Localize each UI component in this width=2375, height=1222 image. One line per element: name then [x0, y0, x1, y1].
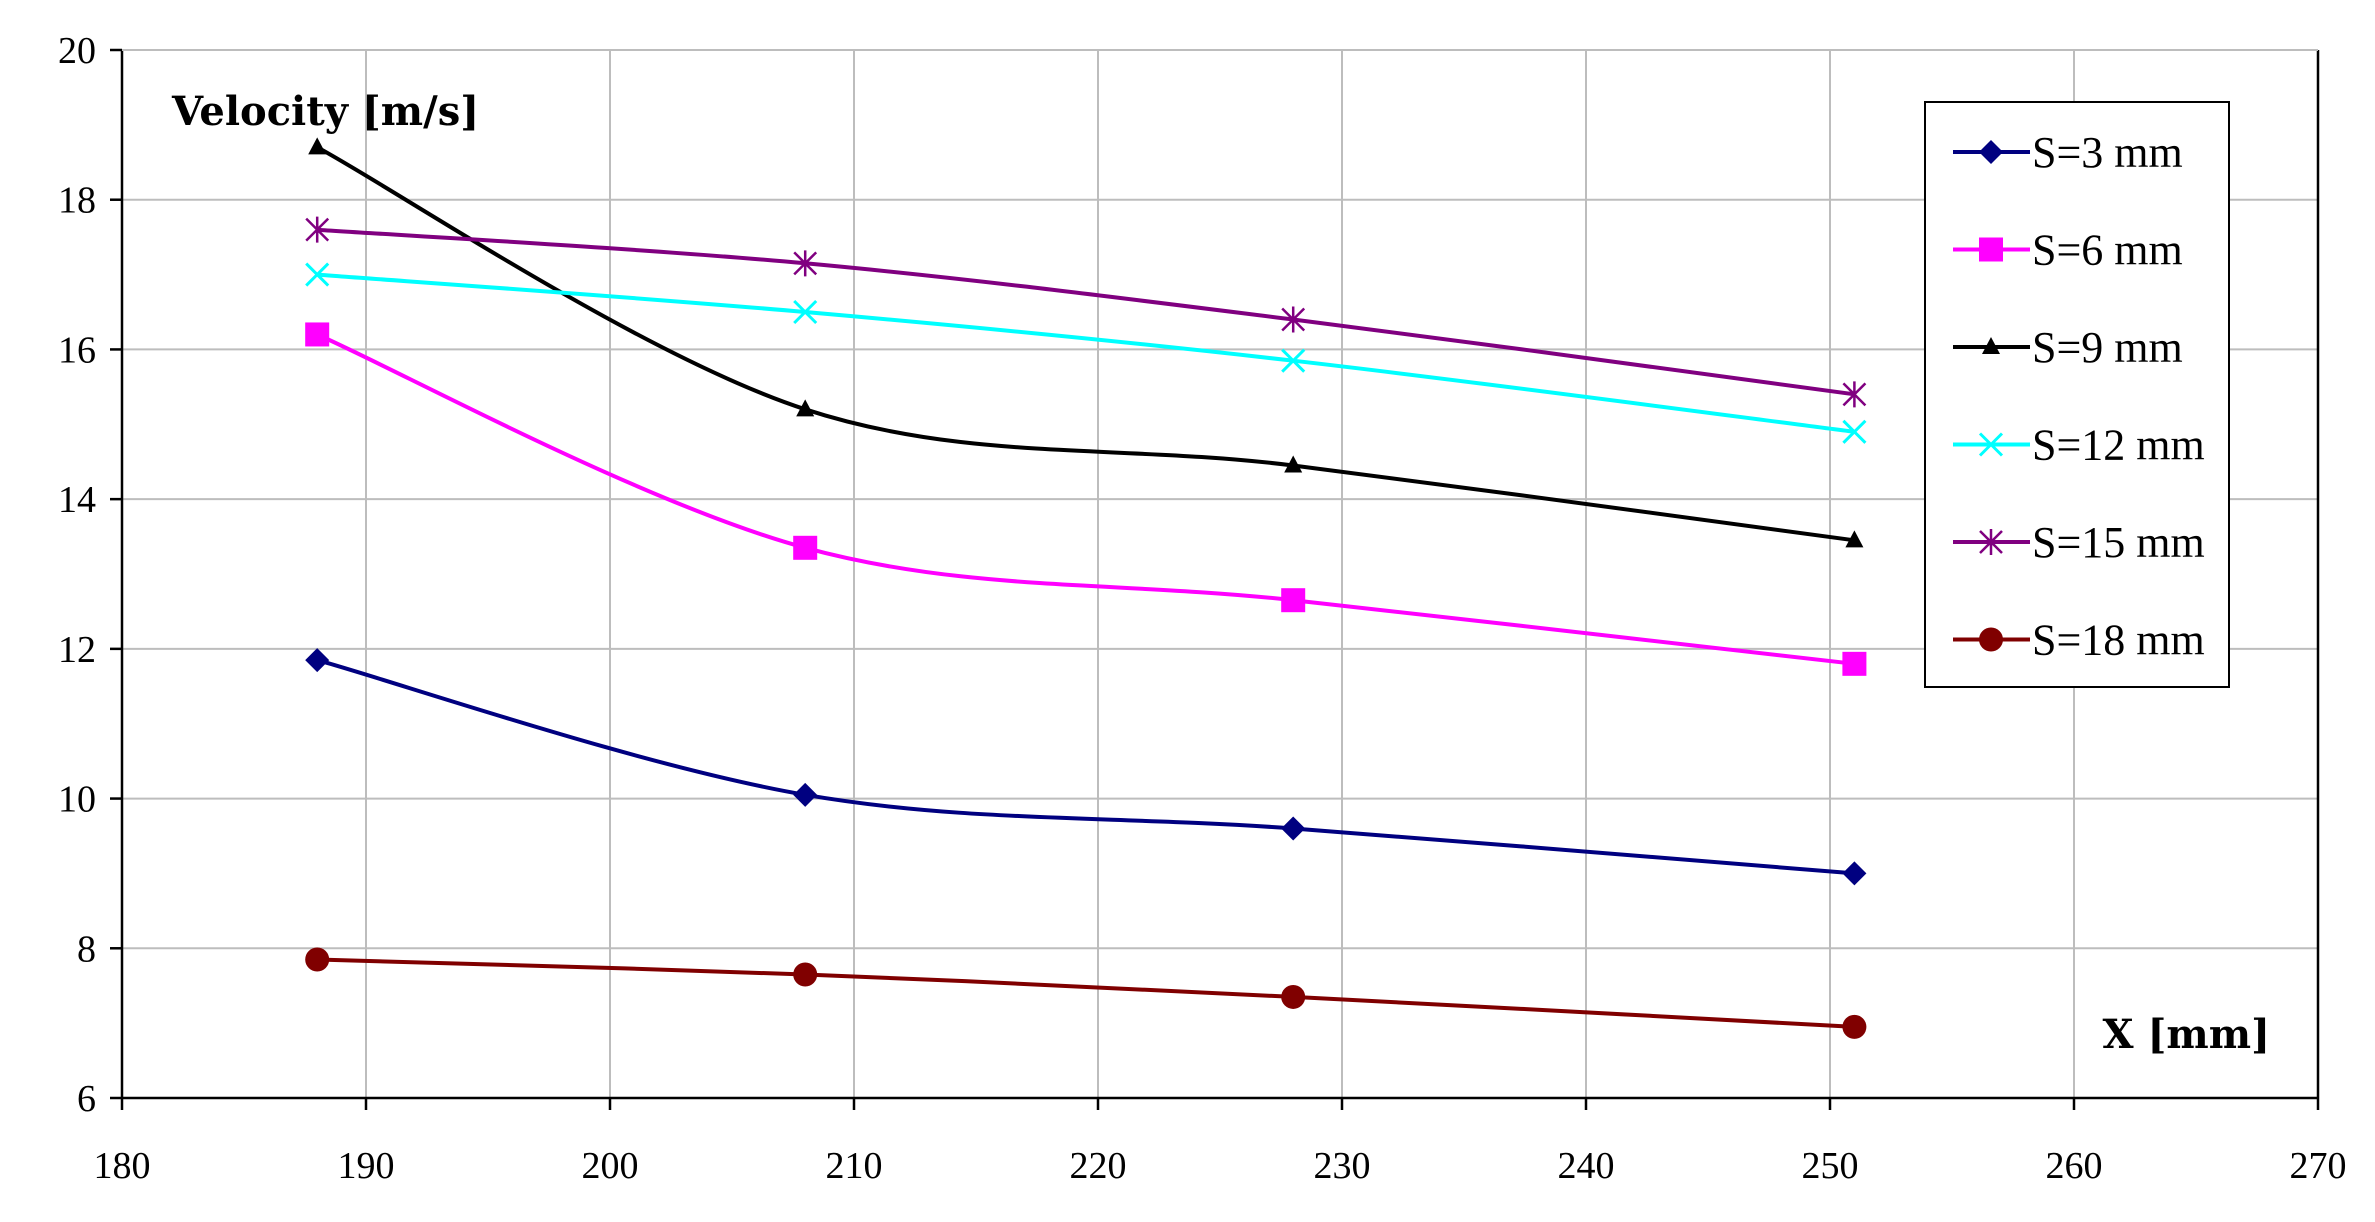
x-tick-label: 190 [338, 1145, 395, 1187]
data-point [305, 648, 330, 673]
series-line [316, 658, 1855, 876]
legend-label: S=6 mm [2032, 226, 2183, 275]
legend-marker [1978, 432, 2004, 457]
legend-marker [1979, 140, 2003, 164]
y-axis-title: Velocity [m/s] [171, 88, 479, 135]
legend-label: S=3 mm [2032, 128, 2183, 177]
data-point [1281, 306, 1306, 333]
data-point [793, 782, 818, 807]
data-point [1845, 530, 1864, 548]
legend-label: S=12 mm [2032, 421, 2205, 470]
x-tick-label: 240 [1558, 1145, 1615, 1187]
data-point [1281, 816, 1306, 841]
legend-item: S=18 mm [1953, 616, 2205, 665]
data-point [793, 535, 818, 560]
data-point [1842, 1014, 1867, 1039]
series-layer [305, 137, 1867, 1039]
x-tick-label: 270 [2290, 1145, 2347, 1187]
series-line [317, 957, 1855, 1029]
legend-marker [1982, 337, 2000, 354]
x-tick-label: 230 [1314, 1145, 1371, 1187]
data-point [305, 947, 330, 972]
legend-marker [1979, 627, 2003, 652]
x-tick-label: 200 [582, 1145, 639, 1187]
y-tick-label: 14 [58, 479, 96, 521]
data-point [796, 399, 815, 417]
legend-item: S=6 mm [1953, 226, 2183, 275]
legend-item: S=3 mm [1953, 128, 2183, 177]
x-tick-label: 210 [826, 1145, 883, 1187]
series-s-6-mm [305, 322, 1867, 676]
data-point [1842, 419, 1867, 444]
y-tick-label: 16 [58, 329, 96, 371]
legend-item: S=9 mm [1953, 323, 2183, 372]
data-point [793, 299, 818, 325]
legend-label: S=15 mm [2032, 518, 2205, 567]
legend-marker [1979, 529, 2003, 555]
x-tick-label: 220 [1070, 1145, 1127, 1187]
data-point [793, 962, 818, 987]
data-point [305, 216, 330, 243]
series-s-3-mm [305, 648, 1867, 886]
y-tick-label: 8 [77, 928, 96, 970]
legend-label: S=18 mm [2032, 616, 2205, 665]
series-s-15-mm [305, 216, 1867, 408]
legend-marker [1979, 237, 2003, 262]
data-point [1842, 861, 1867, 886]
series-s-9-mm [308, 137, 1864, 548]
data-point [308, 137, 327, 155]
series-line [316, 145, 1855, 543]
y-tick-label: 10 [58, 779, 96, 821]
series-line [317, 272, 1855, 434]
data-point [793, 250, 818, 277]
data-point [305, 322, 330, 347]
legend-item: S=12 mm [1953, 421, 2205, 470]
series-line [317, 227, 1855, 397]
data-point [1842, 381, 1867, 408]
y-tick-label: 18 [58, 180, 96, 222]
data-point [1281, 984, 1306, 1009]
data-point [1284, 455, 1303, 473]
legend-item: S=15 mm [1953, 518, 2205, 567]
data-point [1281, 348, 1306, 373]
axes-layer [120, 49, 2320, 1100]
y-tick-label: 6 [77, 1078, 96, 1120]
ticks-layer: 180 190 200 210 220 230 240 250 260 270 6 8 10 12 14 16… [58, 30, 2347, 1187]
series-s-18-mm [305, 947, 1867, 1039]
legend-box [1924, 101, 2230, 688]
x-tick-label: 260 [2046, 1145, 2103, 1187]
x-axis-title: X [mm] [2103, 1011, 2270, 1058]
x-tick-label: 180 [94, 1145, 151, 1187]
legend-label: S=9 mm [2032, 323, 2183, 372]
series-s-12-mm [305, 262, 1867, 444]
data-point [1842, 651, 1867, 676]
legend: S=3 mm S=6 mm S=9 mm S=12 mm S=15 mm S=18 mm [1924, 101, 2230, 688]
series-line [316, 332, 1855, 666]
data-point [305, 262, 330, 287]
y-tick-label: 12 [58, 629, 96, 671]
x-tick-label: 250 [1802, 1145, 1859, 1187]
y-tick-label: 20 [58, 30, 96, 72]
data-point [1281, 588, 1306, 613]
